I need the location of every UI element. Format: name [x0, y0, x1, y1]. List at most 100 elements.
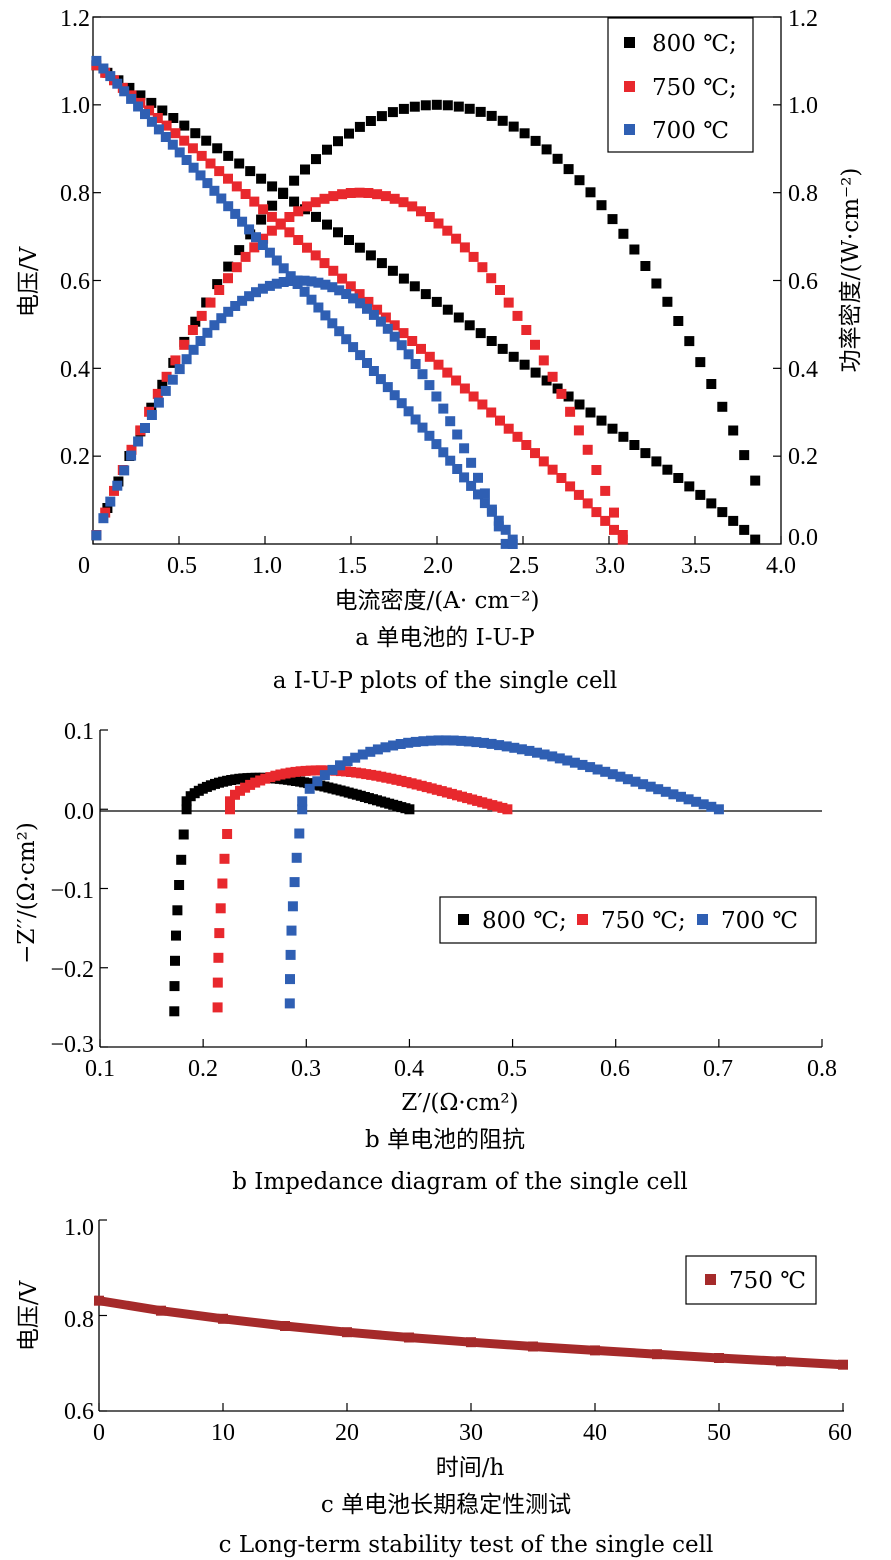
- b-point: [426, 735, 436, 746]
- a-power-point: [230, 301, 241, 311]
- b-point: [169, 1006, 180, 1017]
- a-power-point: [486, 504, 497, 515]
- b-point: [562, 755, 573, 766]
- a-voltage-point: [475, 328, 486, 339]
- a-voltage-point: [126, 93, 137, 104]
- b-point: [357, 749, 368, 760]
- panel-c: 0 10 20 30 40 50 60 0.6 0.8 1.0 时间/h 电压/…: [16, 1215, 852, 1558]
- a-power-point: [190, 316, 201, 327]
- a-voltage-point: [459, 383, 470, 394]
- b-point: [214, 928, 225, 939]
- a-voltage-point: [146, 116, 157, 127]
- b-point: [645, 781, 656, 792]
- a-power-point: [311, 154, 321, 165]
- a-power-point: [354, 187, 365, 198]
- a-y2-tick-label: 0.0: [788, 525, 818, 551]
- a-power-point: [433, 218, 444, 229]
- a-power-point: [152, 388, 163, 399]
- c-y-tick-label: 0.6: [64, 1399, 94, 1425]
- a-power-point: [267, 200, 278, 211]
- a-power-point: [251, 287, 261, 298]
- a-voltage-point: [552, 383, 563, 394]
- a-voltage-point: [135, 90, 146, 101]
- b-point: [310, 765, 321, 776]
- a-power-point: [541, 144, 552, 155]
- b-point: [630, 776, 641, 787]
- b-legend-marker: [458, 914, 469, 925]
- a-power-point: [112, 480, 123, 491]
- a-voltage-point: [530, 367, 541, 378]
- b-point: [524, 745, 535, 756]
- a-power-point: [244, 291, 255, 302]
- a-power-point: [380, 191, 391, 202]
- b-point: [372, 744, 383, 755]
- a-y-tick-label: 1.2: [60, 6, 90, 32]
- a-power-point: [739, 450, 750, 461]
- b-point: [350, 752, 361, 763]
- a-voltage-point: [328, 265, 339, 276]
- a-power-point: [530, 339, 540, 350]
- a-x-tick-label: 1.0: [252, 553, 282, 579]
- a-power-point: [519, 128, 530, 139]
- a-power-point: [552, 153, 563, 164]
- a-voltage-point: [495, 415, 505, 426]
- a-power-point: [337, 189, 348, 200]
- a-voltage-point: [473, 489, 483, 500]
- a-power-point: [459, 242, 470, 253]
- a-power-point: [187, 325, 198, 335]
- a-voltage-point: [337, 273, 348, 284]
- a-voltage-point: [271, 255, 282, 266]
- b-legend-marker: [697, 914, 708, 925]
- a-power-point: [249, 242, 260, 253]
- a-voltage-point: [306, 294, 317, 305]
- a-power-point: [293, 206, 304, 217]
- a-power-point: [651, 278, 662, 289]
- a-power-point: [596, 200, 607, 211]
- a-voltage-point: [310, 250, 321, 261]
- a-voltage-point: [424, 430, 435, 441]
- a-power-point: [234, 245, 245, 256]
- a-power-point: [365, 116, 376, 126]
- a-power-point: [396, 340, 407, 351]
- a-caption-en: a I-U-P plots of the single cell: [273, 668, 618, 694]
- a-voltage-point: [251, 232, 261, 243]
- panel-c-points: [93, 1295, 848, 1370]
- b-point: [366, 769, 377, 780]
- b-point: [713, 804, 724, 815]
- b-y-tick-label: 0.1: [64, 719, 94, 745]
- b-point: [471, 737, 482, 748]
- a-power-point: [328, 191, 339, 202]
- a-voltage-point: [519, 359, 530, 370]
- b-legend-label: 750 ℃;: [601, 908, 686, 934]
- c-x-tick-label: 10: [211, 1420, 235, 1446]
- a-power-point: [495, 285, 505, 295]
- a-voltage-point: [105, 71, 116, 82]
- a-power-point: [591, 465, 602, 475]
- c-point: [218, 1313, 228, 1324]
- a-voltage-point: [673, 473, 684, 483]
- a-voltage-point: [240, 189, 251, 199]
- b-point: [577, 759, 588, 770]
- a-voltage-point: [739, 524, 750, 535]
- b-point: [245, 779, 256, 790]
- a-voltage-point: [541, 375, 552, 386]
- a-voltage-point: [375, 374, 386, 385]
- b-point: [235, 785, 245, 796]
- b-point: [212, 977, 223, 988]
- a-power-point: [695, 357, 706, 368]
- a-power-point: [424, 212, 435, 222]
- a-y-tick-label: 1.0: [60, 93, 90, 119]
- a-voltage-point: [157, 105, 168, 116]
- a-voltage-point: [389, 390, 400, 401]
- a-power-point: [223, 306, 234, 317]
- a-voltage-point: [264, 247, 275, 258]
- b-point: [691, 796, 702, 807]
- a-voltage-point: [98, 63, 109, 74]
- b-point: [615, 771, 626, 782]
- a-voltage-point: [153, 124, 164, 135]
- b-point: [381, 772, 392, 783]
- a-voltage-point: [278, 263, 289, 274]
- a-power-point: [662, 296, 673, 307]
- b-point: [169, 981, 180, 992]
